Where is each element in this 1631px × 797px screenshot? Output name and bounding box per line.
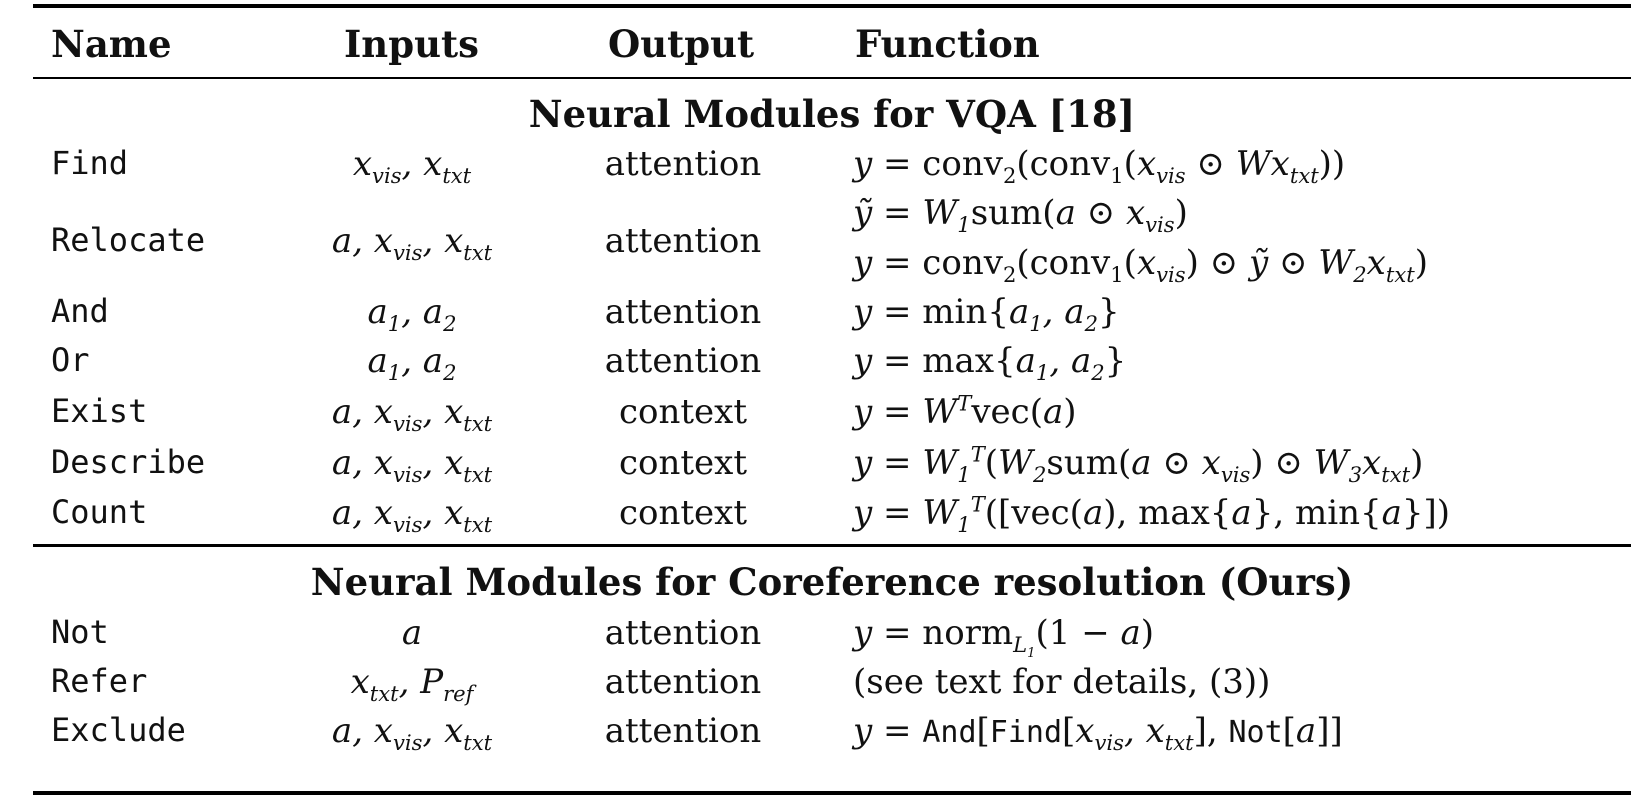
section-rule: [33, 544, 1631, 547]
module-function: (see text for details, (3)): [853, 662, 1271, 702]
module-output: attention: [604, 711, 762, 751]
module-name-relocate: Relocate: [51, 221, 206, 259]
module-output: attention: [604, 662, 762, 702]
module-name-describe: Describe: [51, 443, 206, 481]
module-output: attention: [604, 613, 762, 653]
module-inputs: a, xvis, xtxt: [331, 493, 493, 537]
module-inputs: a, xvis, xtxt: [331, 711, 493, 755]
top-rule: [33, 4, 1631, 8]
header-inputs: Inputs: [344, 22, 479, 66]
module-function: y = conv2(conv1(xvis) ⊙ ỹ ⊙ W2xtxt): [853, 243, 1428, 287]
bottom-rule: [33, 791, 1631, 795]
module-name-or: Or: [51, 341, 90, 379]
section-title-vqa: Neural Modules for VQA [18]: [528, 92, 1136, 136]
module-output: context: [618, 392, 748, 432]
module-name-not: Not: [51, 613, 109, 651]
module-inputs: xvis, xtxt: [352, 144, 472, 188]
module-inputs: a, xvis, xtxt: [331, 221, 493, 265]
module-inputs: a1, a2: [367, 292, 457, 336]
module-output: attention: [604, 144, 762, 184]
header-name: Name: [51, 22, 172, 66]
module-name-find: Find: [51, 144, 129, 182]
module-function: y = W1T(W2sum(a ⊙ xvis) ⊙ W3xtxt): [853, 441, 1424, 487]
module-inputs: a, xvis, xtxt: [331, 392, 493, 436]
module-function: y = W1T([vec(a), max{a}, min{a}]): [853, 491, 1451, 537]
module-output: context: [618, 443, 748, 483]
module-output: attention: [604, 292, 762, 332]
module-function: y = conv2(conv1(xvis ⊙ Wxtxt)): [853, 144, 1346, 188]
module-name-count: Count: [51, 493, 148, 531]
module-function: ỹ = W1sum(a ⊙ xvis): [853, 193, 1188, 237]
module-name-refer: Refer: [51, 662, 148, 700]
module-function: y = normL1(1 − a): [853, 613, 1155, 661]
module-inputs: a: [401, 613, 423, 653]
module-inputs: a, xvis, xtxt: [331, 443, 493, 487]
module-output: attention: [604, 221, 762, 261]
header-function: Function: [855, 22, 1040, 66]
header-rule: [33, 77, 1631, 79]
module-function: y = WTvec(a): [853, 390, 1077, 432]
module-function: y = And[Find[xvis, xtxt], Not[a]]: [853, 711, 1343, 755]
module-name-exclude: Exclude: [51, 711, 186, 749]
module-inputs: xtxt, Pref: [350, 662, 474, 706]
module-name-exist: Exist: [51, 392, 148, 430]
module-output: attention: [604, 341, 762, 381]
module-function: y = min{a1, a2}: [853, 292, 1120, 336]
header-output: Output: [608, 22, 755, 66]
module-function: y = max{a1, a2}: [853, 341, 1127, 385]
section-title-coreference: Neural Modules for Coreference resolutio…: [310, 560, 1354, 604]
module-name-and: And: [51, 292, 109, 330]
module-inputs: a1, a2: [367, 341, 457, 385]
module-output: context: [618, 493, 748, 533]
